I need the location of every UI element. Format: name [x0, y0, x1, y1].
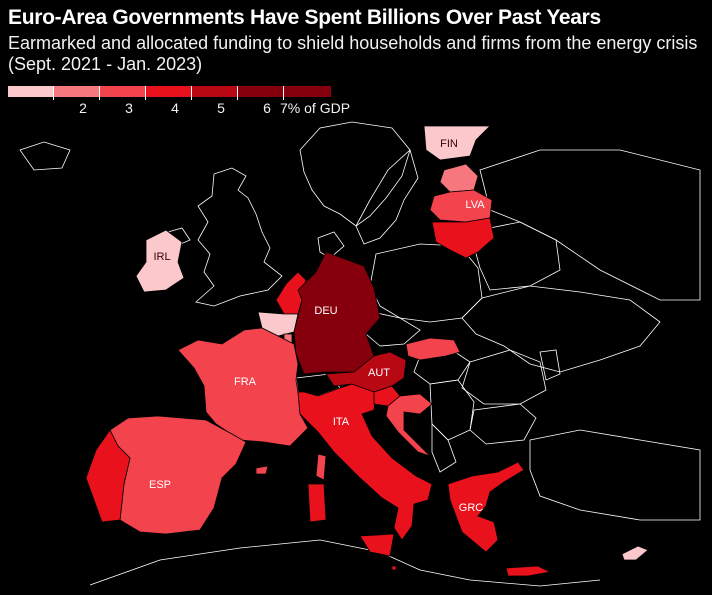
legend-label-7: 7% of GDP	[280, 100, 351, 116]
outline-iceland	[19, 141, 71, 171]
label-lva: LVA	[465, 199, 485, 211]
label-fra: FRA	[234, 376, 257, 388]
legend-tick	[283, 86, 284, 100]
label-aut: AUT	[368, 367, 390, 379]
country-fin	[423, 125, 491, 161]
color-legend: 2 3 4 5 6 7% of GDP	[8, 86, 360, 126]
country-irl	[135, 229, 185, 293]
country-esp	[109, 415, 247, 535]
country-labels: FIN LVA IRL DEU FRA ESP ITA AUT GRC	[149, 138, 485, 514]
legend-swatch-6	[237, 86, 332, 97]
label-irl: IRL	[153, 251, 170, 263]
country-mlt	[391, 565, 397, 571]
country-ltu	[431, 217, 495, 259]
country-esp-baleares	[255, 465, 269, 475]
chart-subtitle: Earmarked and allocated funding to shiel…	[8, 33, 698, 74]
label-ita: ITA	[333, 416, 350, 428]
outline-turkey	[529, 429, 701, 521]
outline-moldova	[539, 349, 561, 381]
country-hrv	[385, 393, 433, 457]
outline-bulgaria	[469, 403, 537, 445]
outline-romania	[461, 349, 547, 405]
eurozone-countries	[85, 125, 649, 577]
country-fra	[177, 327, 309, 447]
country-cyp	[621, 545, 649, 561]
outline-albania-mk	[431, 423, 457, 473]
country-ita-sicily	[359, 533, 395, 557]
country-est	[439, 163, 479, 193]
legend-tick	[53, 86, 54, 100]
legend-label-4: 4	[171, 100, 179, 116]
country-aut	[325, 351, 407, 393]
outline-russia	[479, 149, 701, 301]
country-deu	[293, 251, 381, 375]
label-esp: ESP	[149, 479, 171, 491]
outline-ukraine	[461, 285, 661, 373]
country-grc	[447, 461, 525, 553]
outline-africa	[89, 539, 601, 587]
legend-label-3: 3	[125, 100, 133, 116]
legend-label-5: 5	[217, 100, 225, 116]
legend-label-6: 6	[263, 100, 271, 116]
country-svk	[405, 337, 461, 361]
country-prt	[85, 429, 131, 523]
outline-gbr	[195, 167, 283, 307]
label-grc: GRC	[459, 502, 484, 514]
outline-denmark	[317, 231, 345, 259]
legend-tick	[191, 86, 192, 100]
chart-title: Euro-Area Governments Have Spent Billion…	[8, 6, 601, 29]
label-deu: DEU	[314, 305, 337, 317]
legend-tick	[99, 86, 100, 100]
outline-sweden	[355, 149, 419, 245]
country-grc-crete	[505, 565, 552, 577]
outline-serbia	[429, 379, 475, 441]
country-ita-sardinia	[307, 483, 327, 523]
outline-scandinavia	[299, 121, 411, 227]
legend-tick	[237, 86, 238, 100]
legend-label-2: 2	[79, 100, 87, 116]
legend-tick	[145, 86, 146, 100]
country-fra-corsica	[315, 453, 327, 481]
label-fin: FIN	[440, 138, 458, 150]
